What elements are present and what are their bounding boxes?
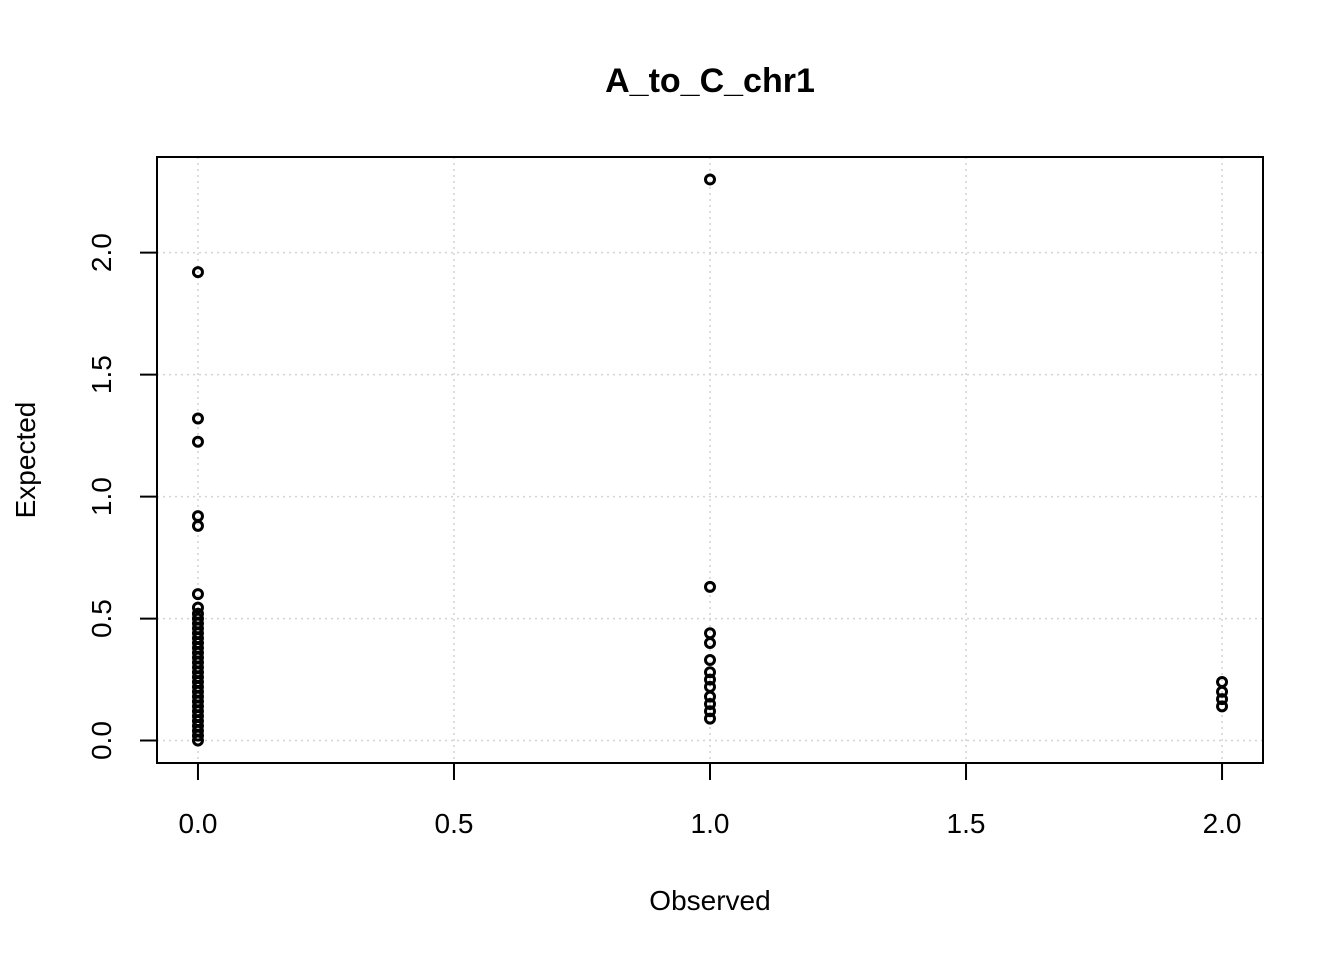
point [1216,693,1229,706]
point [704,705,716,718]
point [191,729,204,742]
point [191,510,204,523]
point [704,673,716,686]
point [704,173,716,186]
point [704,690,716,703]
point [191,435,204,448]
point [704,712,716,725]
point [1216,676,1229,689]
point [1216,685,1229,698]
y-axis-label: Expected [10,402,41,519]
point [1216,700,1229,713]
x-tick-label: 0.5 [435,808,474,839]
y-tick-label: 0.0 [86,721,117,760]
point [704,580,716,593]
point [191,588,204,601]
point [704,697,716,710]
point [191,519,204,532]
x-tick-label: 1.0 [691,808,730,839]
point [704,654,716,667]
chart-title: A_to_C_chr1 [605,62,815,100]
point [704,636,716,649]
point [191,266,204,279]
grid [157,157,1263,763]
point [191,412,204,425]
point [704,627,716,640]
point [704,666,716,679]
y-tick-label: 1.0 [86,477,117,516]
y-tick-label: 0.5 [86,599,117,638]
point [191,734,204,747]
y-tick-label: 1.5 [86,355,117,394]
x-axis-label: Observed [649,885,770,916]
x-tick-label: 1.5 [947,808,986,839]
y-tick-label: 2.0 [86,233,117,272]
x-tick-label: 2.0 [1203,808,1242,839]
x-tick-label: 0.0 [178,808,217,839]
points [191,173,1229,747]
point [191,601,204,614]
